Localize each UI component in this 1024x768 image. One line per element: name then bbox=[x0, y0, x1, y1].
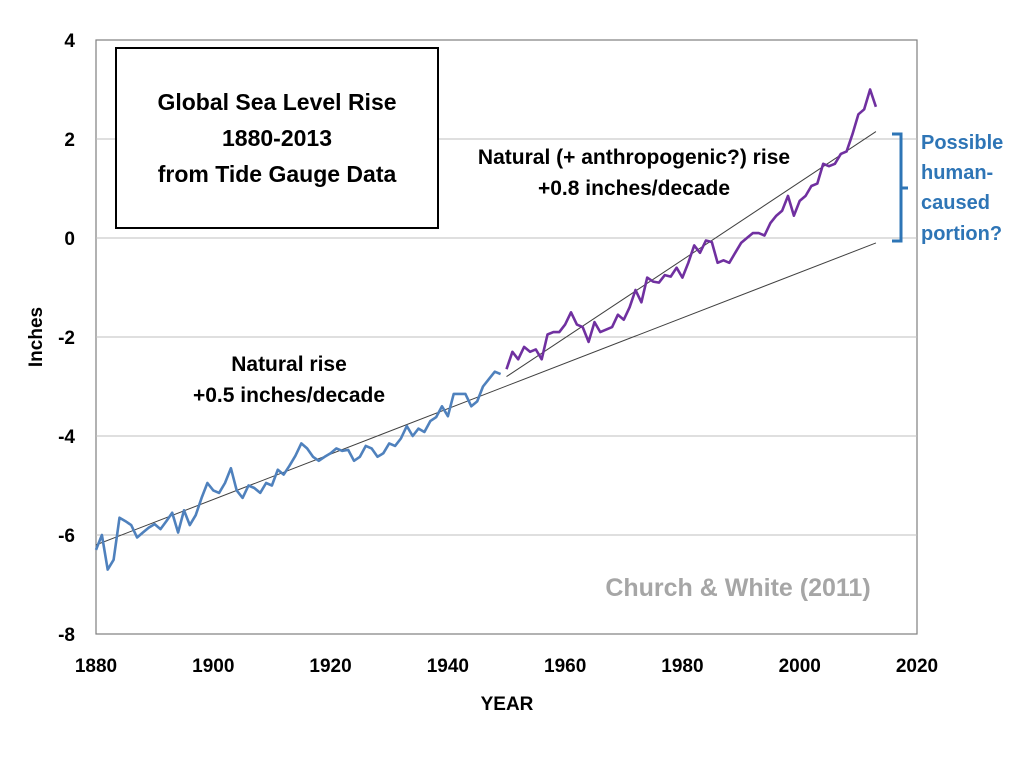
y-tick-label: 4 bbox=[64, 31, 75, 52]
trend-line-natural bbox=[95, 242, 877, 546]
x-tick-label: 1920 bbox=[309, 656, 351, 677]
recent-rise-rate: +0.8 inches/decade bbox=[538, 177, 730, 200]
human-caused-line-3: caused bbox=[921, 192, 990, 214]
source-label: Church & White (2011) bbox=[605, 574, 870, 602]
y-tick-label: -2 bbox=[58, 328, 75, 349]
human-caused-line-2: human- bbox=[921, 162, 993, 184]
human-caused-line-1: Possible bbox=[921, 132, 1003, 154]
x-tick-label: 1880 bbox=[75, 656, 117, 677]
x-tick-label: 1980 bbox=[661, 656, 703, 677]
recent-rise-label: Natural (+ anthropogenic?) rise bbox=[478, 146, 790, 169]
series-line-1 bbox=[94, 370, 502, 571]
data-series bbox=[94, 88, 878, 571]
human-caused-bracket bbox=[892, 132, 908, 243]
y-tick-label: 0 bbox=[64, 229, 75, 250]
x-tick-label: 1960 bbox=[544, 656, 586, 677]
x-axis-title: YEAR bbox=[481, 694, 534, 715]
y-tick-labels: 4 2 0 -2 -4 -6 -8 bbox=[58, 31, 75, 646]
chart-title-line-3: from Tide Gauge Data bbox=[158, 161, 397, 187]
x-tick-label: 1900 bbox=[192, 656, 234, 677]
y-tick-label: -8 bbox=[58, 625, 75, 646]
title-box-border bbox=[115, 47, 439, 229]
y-tick-label: 2 bbox=[64, 130, 75, 151]
natural-rise-label: Natural rise bbox=[231, 353, 347, 376]
chart-title-box: Global Sea Level Rise 1880-2013 from Tid… bbox=[115, 47, 439, 229]
chart-title-line-2: 1880-2013 bbox=[222, 125, 332, 151]
x-tick-label: 1940 bbox=[427, 656, 469, 677]
natural-rise-rate: +0.5 inches/decade bbox=[193, 384, 385, 407]
chart-title-line-1: Global Sea Level Rise bbox=[157, 89, 396, 115]
y-tick-label: -4 bbox=[58, 427, 75, 448]
y-axis-title: Inches bbox=[26, 307, 47, 367]
x-tick-label: 2000 bbox=[779, 656, 821, 677]
series-line-2 bbox=[505, 88, 878, 370]
y-tick-label: -6 bbox=[58, 526, 75, 547]
x-tick-labels: 1880 1900 1920 1940 1960 1980 2000 2020 bbox=[75, 656, 938, 677]
x-tick-label: 2020 bbox=[896, 656, 938, 677]
human-caused-line-4: portion? bbox=[921, 223, 1002, 245]
